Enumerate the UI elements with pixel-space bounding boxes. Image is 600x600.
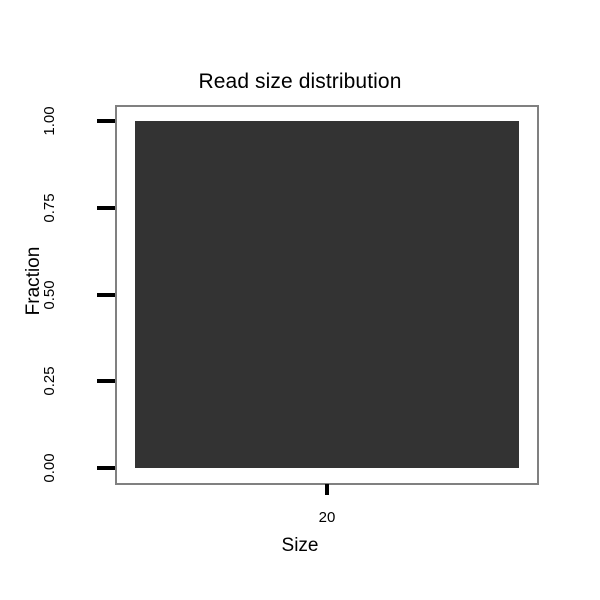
y-axis-tick-label: 0.25 <box>41 366 58 396</box>
y-axis-tick <box>97 466 115 470</box>
y-axis-tick <box>97 205 115 210</box>
chart-title: Read size distribution <box>198 70 402 93</box>
y-axis-title: Fraction <box>23 246 44 316</box>
x-axis-tick-label: 20 <box>318 509 336 526</box>
bar <box>135 121 519 468</box>
plot-area <box>117 107 537 483</box>
y-axis-tick <box>97 292 115 297</box>
x-axis-title: Size <box>281 535 319 556</box>
y-axis-tick <box>97 379 115 384</box>
y-axis-tick-label: 0.00 <box>41 453 58 483</box>
y-axis-tick-label: 1.00 <box>41 106 58 136</box>
y-axis-tick <box>97 119 115 123</box>
x-axis-tick <box>325 484 329 495</box>
